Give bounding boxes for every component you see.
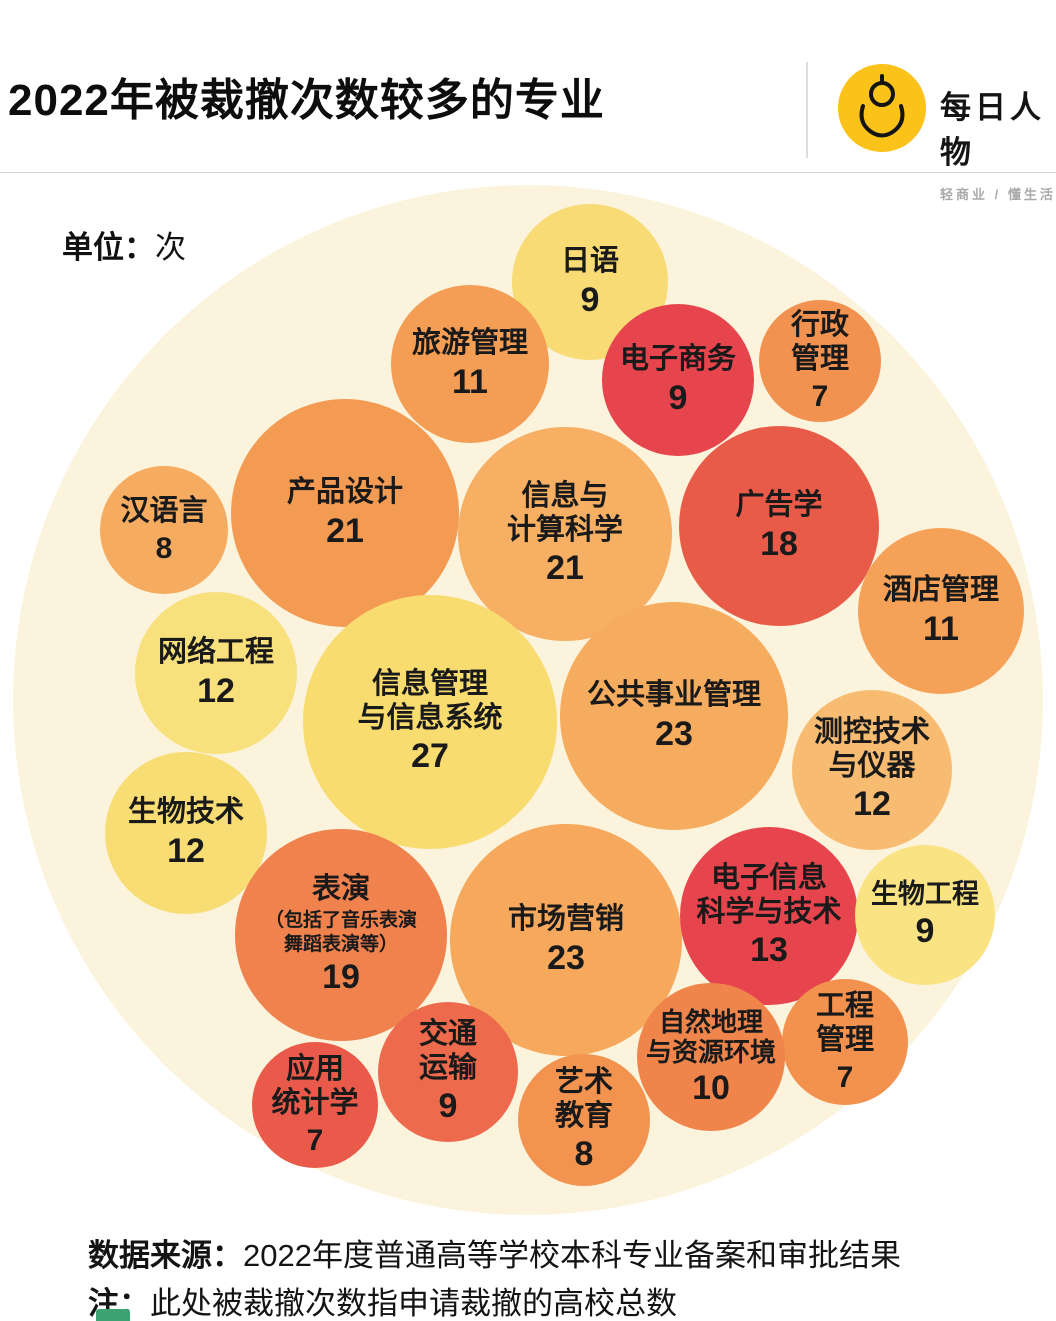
bubble-label: 日语 — [560, 244, 619, 277]
data-source-line: 数据来源：2022年度普通高等学校本科专业备案和审批结果 — [88, 1232, 901, 1280]
major-bubble-physical-geography-resources: 自然地理 与资源环境 10 — [637, 983, 785, 1131]
page-title: 2022年被裁撤次数较多的专业 — [8, 76, 605, 125]
bubble-label: 行政 管理 — [790, 309, 849, 375]
major-bubble-art-education: 艺术 教育 8 — [518, 1054, 650, 1186]
brand-name: 每日人物 — [940, 90, 1045, 170]
major-bubble-biotechnology: 生物技术 12 — [105, 752, 267, 914]
bubble-value: 19 — [322, 958, 360, 997]
bubble-label: 汉语言 — [120, 495, 208, 528]
bubble-value: 10 — [692, 1068, 730, 1107]
major-bubble-engineering-management: 工程 管理 7 — [782, 979, 908, 1105]
bubble-value: 9 — [668, 378, 688, 417]
bubble-label: 表演 — [311, 873, 370, 906]
brand-logo: 每日人物 轻商业 / 懂生活 — [838, 64, 1056, 203]
major-bubble-measurement-control-instruments: 测控技术 与仪器 12 — [792, 690, 952, 850]
bubble-value: 12 — [197, 671, 235, 710]
bubble-label: 广告学 — [735, 488, 823, 521]
major-bubble-hotel-management: 酒店管理 11 — [858, 528, 1024, 694]
bubble-value: 23 — [655, 714, 693, 753]
major-bubble-info-management-systems: 信息管理 与信息系统 27 — [303, 595, 557, 849]
brand-logo-icon — [838, 64, 926, 152]
bubble-label: 测控技术 与仪器 — [813, 716, 930, 782]
major-bubble-advertising: 广告学 18 — [679, 426, 879, 626]
major-bubble-tourism-management: 旅游管理 11 — [391, 285, 549, 443]
note-text: 此处被裁撤次数指申请裁撤的高校总数 — [150, 1286, 677, 1321]
major-bubble-chinese-language: 汉语言 8 — [100, 466, 228, 594]
unit-label-prefix: 单位： — [62, 230, 155, 265]
footer: 数据来源：2022年度普通高等学校本科专业备案和审批结果 注：此处被裁撤次数指申… — [88, 1232, 901, 1321]
bubble-value: 8 — [574, 1135, 594, 1174]
data-source-label: 数据来源： — [88, 1238, 243, 1273]
bubble-value: 7 — [306, 1123, 324, 1157]
bubble-value: 7 — [811, 379, 829, 413]
brand-text: 每日人物 轻商业 / 懂生活 — [940, 64, 1056, 203]
bubble-label: 旅游管理 — [411, 326, 528, 359]
header-rule — [0, 172, 1056, 173]
major-bubble-product-design: 产品设计 21 — [231, 399, 459, 627]
bubble-label: 信息与 计算科学 — [506, 480, 623, 546]
bubble-value: 23 — [547, 938, 585, 977]
bubble-value: 11 — [452, 362, 488, 401]
bubble-value: 11 — [923, 609, 959, 648]
bubble-label: 电子信息 科学与技术 — [696, 862, 842, 928]
bubble-value: 21 — [326, 511, 364, 550]
bubble-value: 9 — [915, 912, 935, 951]
bubble-value: 9 — [438, 1087, 458, 1126]
bubble-value: 12 — [853, 785, 891, 824]
bubble-label: 生物技术 — [127, 795, 244, 828]
major-bubble-performing-arts: 表演 （包括了音乐表演 舞蹈表演等） 19 — [235, 829, 447, 1041]
brand-tagline: 轻商业 / 懂生活 — [940, 187, 1056, 202]
bubble-value: 13 — [750, 931, 788, 970]
header-divider — [806, 62, 808, 158]
major-bubble-electronic-info-science-tech: 电子信息 科学与技术 13 — [680, 827, 858, 1005]
major-bubble-network-engineering: 网络工程 12 — [135, 592, 297, 754]
bubble-value: 21 — [546, 549, 584, 588]
major-bubble-bioengineering: 生物工程 9 — [855, 845, 995, 985]
bubble-label: 工程 管理 — [815, 990, 874, 1056]
bubble-label: 艺术 教育 — [554, 1066, 613, 1132]
corner-mark — [96, 1309, 130, 1321]
bubble-label: 应用 统计学 — [271, 1053, 359, 1119]
bubble-label: 公共事业管理 — [586, 678, 761, 711]
data-source-text: 2022年度普通高等学校本科专业备案和审批结果 — [243, 1238, 901, 1273]
major-bubble-transportation: 交通 运输 9 — [378, 1002, 518, 1142]
bubble-label: 电子商务 — [619, 342, 736, 375]
bubble-label: 市场营销 — [507, 902, 624, 935]
bubble-label: 酒店管理 — [882, 573, 999, 606]
bubble-value: 7 — [836, 1060, 854, 1094]
major-bubble-info-computing-science: 信息与 计算科学 21 — [458, 427, 672, 641]
bubble-value: 27 — [411, 737, 449, 776]
major-bubble-public-utilities-management: 公共事业管理 23 — [560, 602, 788, 830]
major-bubble-administrative-management: 行政 管理 7 — [759, 300, 881, 422]
unit-label-value: 次 — [155, 230, 186, 265]
bubble-value: 12 — [167, 831, 205, 870]
bubble-value: 8 — [155, 531, 173, 565]
bubble-label: 网络工程 — [157, 635, 274, 668]
major-bubble-e-commerce: 电子商务 9 — [602, 304, 754, 456]
bubble-label: 自然地理 与资源环境 — [645, 1006, 776, 1067]
unit-label: 单位：次 — [62, 222, 186, 267]
bubble-label: 交通 运输 — [418, 1018, 477, 1084]
bubble-label: 生物工程 — [871, 879, 979, 910]
note-line: 注：此处被裁撤次数指申请裁撤的高校总数 — [88, 1280, 901, 1321]
major-bubble-applied-statistics: 应用 统计学 7 — [252, 1042, 378, 1168]
bubble-label: 信息管理 与信息系统 — [357, 668, 503, 734]
bubble-sublabel: （包括了音乐表演 舞蹈表演等） — [264, 909, 417, 955]
bubble-value: 9 — [580, 280, 600, 319]
bubble-value: 18 — [760, 524, 798, 563]
bubble-label: 产品设计 — [286, 475, 403, 508]
